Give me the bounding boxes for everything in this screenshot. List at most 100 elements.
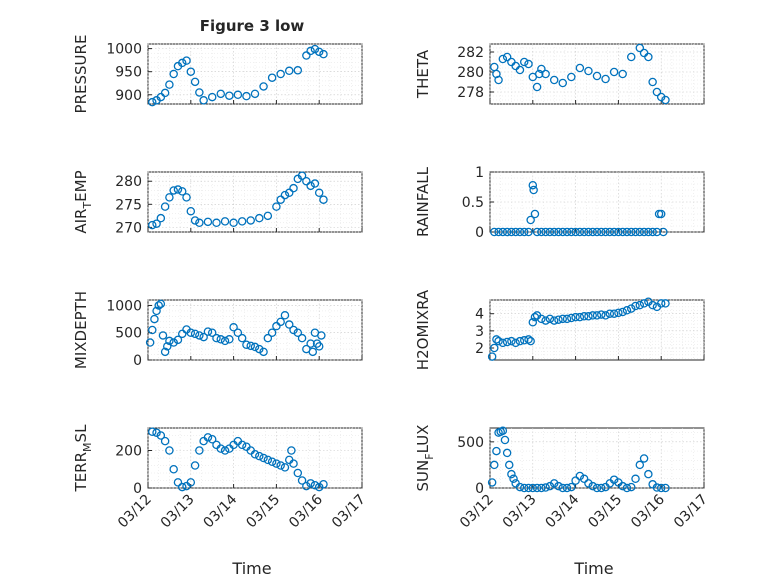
subplot-5: 0 500 1000 MIXDEPTH bbox=[72, 291, 363, 369]
data-point bbox=[190, 77, 200, 87]
data-point bbox=[639, 227, 649, 237]
data-point bbox=[165, 80, 174, 89]
x-tick-label: 03/14 bbox=[201, 491, 241, 531]
data-point bbox=[519, 57, 529, 67]
data-point bbox=[575, 227, 585, 237]
y-tick-label: 282 bbox=[457, 45, 484, 61]
y-axis-label: THETA bbox=[414, 49, 432, 99]
data-point bbox=[622, 483, 632, 493]
data-point bbox=[549, 227, 559, 237]
data-point bbox=[207, 92, 217, 102]
data-point bbox=[177, 482, 187, 492]
data-point bbox=[644, 52, 653, 62]
data-point bbox=[502, 448, 512, 458]
data-point bbox=[237, 440, 247, 450]
data-point bbox=[567, 72, 576, 82]
data-point bbox=[186, 67, 196, 76]
data-point bbox=[524, 335, 533, 344]
data-point bbox=[532, 82, 542, 92]
grid bbox=[489, 428, 705, 489]
data-point bbox=[177, 329, 187, 339]
y-tick-label: 278 bbox=[457, 85, 484, 101]
data-point bbox=[280, 190, 290, 200]
data-point bbox=[487, 352, 497, 361]
data-point bbox=[169, 186, 178, 195]
data-point bbox=[229, 218, 238, 228]
data-point bbox=[562, 314, 572, 324]
data-point bbox=[579, 227, 589, 237]
data-point bbox=[259, 347, 268, 357]
data-point bbox=[648, 300, 657, 310]
data-point bbox=[229, 323, 238, 332]
data-point bbox=[203, 433, 213, 442]
data-point bbox=[534, 69, 544, 79]
data-point bbox=[314, 188, 324, 198]
data-series bbox=[148, 44, 328, 107]
data-point bbox=[276, 461, 285, 470]
data-point bbox=[203, 327, 213, 336]
subplot-3: 270 275 280 AIRTEMP bbox=[72, 170, 363, 236]
y-tick-label: 280 bbox=[115, 174, 142, 190]
data-point bbox=[186, 206, 196, 216]
data-point bbox=[152, 428, 161, 437]
y-tick-label: 2 bbox=[475, 341, 484, 357]
data-point bbox=[575, 471, 585, 481]
data-point bbox=[554, 315, 563, 324]
data-point bbox=[545, 481, 555, 491]
data-point bbox=[558, 78, 568, 88]
data-series bbox=[148, 171, 328, 230]
data-point bbox=[562, 227, 572, 237]
data-point bbox=[498, 338, 508, 348]
data-point bbox=[528, 483, 538, 493]
data-point bbox=[537, 64, 546, 74]
data-point bbox=[220, 217, 230, 226]
data-point bbox=[165, 336, 174, 346]
data-point bbox=[263, 455, 273, 465]
data-point bbox=[306, 339, 315, 348]
data-point bbox=[528, 180, 538, 190]
data-point bbox=[259, 82, 268, 91]
data-point bbox=[507, 469, 516, 479]
data-point bbox=[524, 227, 533, 237]
data-point bbox=[498, 227, 508, 237]
data-point bbox=[246, 341, 255, 351]
data-point bbox=[567, 227, 576, 237]
data-point bbox=[558, 314, 568, 324]
data-point bbox=[635, 43, 645, 53]
data-point bbox=[195, 218, 204, 228]
data-point bbox=[190, 216, 200, 225]
data-point bbox=[310, 179, 320, 188]
data-point bbox=[203, 217, 213, 227]
figure-title: Figure 3 low bbox=[200, 17, 305, 35]
data-series bbox=[145, 299, 326, 357]
grid bbox=[489, 43, 705, 105]
data-point bbox=[631, 301, 640, 311]
data-point bbox=[177, 187, 187, 196]
data-point bbox=[225, 335, 234, 344]
subplot-6: 234 H2OMIXRA bbox=[414, 289, 705, 370]
data-point bbox=[272, 321, 281, 331]
data-point bbox=[216, 444, 226, 453]
data-point bbox=[507, 336, 516, 346]
data-point bbox=[609, 475, 619, 484]
data-point bbox=[558, 227, 568, 237]
x-tick-label: 03/12 bbox=[115, 492, 155, 532]
data-point bbox=[297, 333, 307, 343]
data-point bbox=[537, 314, 546, 324]
data-point bbox=[276, 195, 285, 204]
data-point bbox=[255, 344, 264, 354]
data-point bbox=[177, 58, 187, 68]
y-axis-label: RAINFALL bbox=[414, 166, 432, 237]
data-point bbox=[639, 299, 649, 308]
grid bbox=[147, 171, 363, 233]
data-point bbox=[532, 227, 542, 237]
data-point bbox=[567, 313, 576, 323]
data-point bbox=[490, 343, 499, 353]
data-point bbox=[308, 347, 318, 357]
data-point bbox=[661, 95, 670, 105]
data-point bbox=[302, 481, 311, 491]
data-point bbox=[267, 328, 277, 337]
data-point bbox=[524, 483, 533, 493]
data-series bbox=[487, 426, 670, 493]
